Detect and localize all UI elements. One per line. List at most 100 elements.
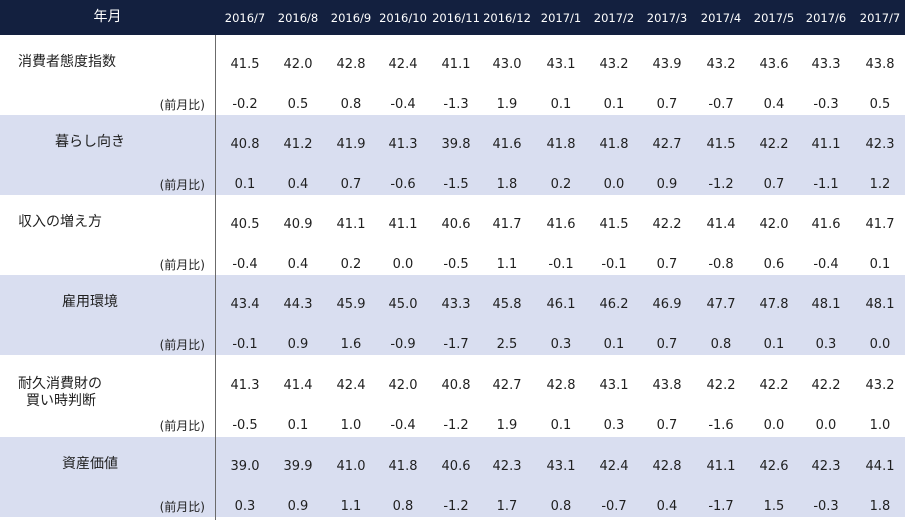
value-cell: 46.2	[599, 297, 629, 312]
column-header: 2016/12	[483, 11, 531, 25]
row-label: 耐久消費財の 買い時判断	[18, 376, 168, 410]
diff-cell: 0.0	[869, 337, 891, 352]
value-cell: 42.8	[546, 378, 576, 393]
value-cell: 41.8	[546, 137, 576, 152]
diff-cell: -1.2	[708, 177, 734, 192]
value-cell: 46.9	[652, 297, 682, 312]
value-cell: 40.6	[441, 217, 471, 232]
diff-cell: -0.1	[548, 257, 574, 272]
diff-cell: 1.8	[496, 177, 518, 192]
column-header: 2016/11	[432, 11, 480, 25]
diff-cell: 1.7	[496, 499, 518, 514]
diff-cell: -0.1	[232, 337, 258, 352]
value-cell: 43.2	[599, 57, 629, 72]
diff-cell: 1.1	[496, 257, 518, 272]
value-cell: 43.9	[652, 57, 682, 72]
value-cell: 39.9	[283, 459, 313, 474]
value-cell: 46.1	[546, 297, 576, 312]
value-cell: 41.1	[336, 217, 366, 232]
value-cell: 42.0	[388, 378, 418, 393]
diff-cell: 0.7	[340, 177, 362, 192]
diff-cell: 1.2	[869, 177, 891, 192]
value-cell: 43.6	[759, 57, 789, 72]
column-header: 2017/3	[646, 11, 688, 25]
row-label-text: 消費者態度指数	[18, 54, 116, 70]
column-header: 2017/4	[700, 11, 742, 25]
row-label-text: 資産価値	[62, 456, 118, 472]
row-label: 収入の増え方	[18, 195, 168, 250]
value-cell: 41.3	[230, 378, 260, 393]
row-label-line: 買い時判断	[26, 393, 96, 409]
diff-cell: 0.0	[392, 257, 414, 272]
value-cell: 41.7	[865, 217, 895, 232]
value-cell: 41.5	[706, 137, 736, 152]
value-cell: 43.3	[811, 57, 841, 72]
value-cell: 45.8	[492, 297, 522, 312]
header-title: 年月	[93, 9, 122, 25]
value-cell: 40.8	[441, 378, 471, 393]
value-cell: 41.6	[546, 217, 576, 232]
column-header: 2017/1	[540, 11, 582, 25]
value-cell: 41.8	[388, 459, 418, 474]
value-cell: 42.3	[492, 459, 522, 474]
value-cell: 41.0	[336, 459, 366, 474]
table-row-group: 暮らし向き (前月比) 40.8 41.2 41.9 41.3 39.8 41.6 41.8 41…	[0, 115, 905, 195]
value-cell: 41.1	[388, 217, 418, 232]
column-divider	[215, 35, 216, 520]
value-cell: 41.1	[811, 137, 841, 152]
diff-cell: 1.0	[340, 418, 362, 433]
sub-label: (前月比)	[159, 258, 205, 272]
diff-cell: -0.6	[390, 177, 416, 192]
diff-cell: 1.1	[340, 499, 362, 514]
sub-label: (前月比)	[159, 98, 205, 112]
value-cell: 42.2	[759, 378, 789, 393]
value-cell: 43.1	[546, 57, 576, 72]
diff-cell: 1.9	[496, 97, 518, 112]
table-row-group: 収入の増え方 (前月比) 40.5 40.9 41.1 41.1 40.6 41.7 41.6 4…	[0, 195, 905, 275]
value-cell: 41.5	[230, 57, 260, 72]
diff-cell: -0.4	[232, 257, 258, 272]
value-cell: 41.8	[599, 137, 629, 152]
value-cell: 43.1	[599, 378, 629, 393]
value-cell: 40.6	[441, 459, 471, 474]
diff-cell: -1.7	[708, 499, 734, 514]
row-label-line: 耐久消費財の	[18, 376, 102, 392]
column-header: 2017/5	[753, 11, 795, 25]
row-label: 消費者態度指数	[18, 35, 168, 90]
value-cell: 42.6	[759, 459, 789, 474]
column-header: 2016/9	[330, 11, 372, 25]
column-header: 2017/7	[859, 11, 901, 25]
diff-cell: -0.9	[390, 337, 416, 352]
diff-cell: 0.5	[869, 97, 891, 112]
diff-cell: 0.0	[763, 418, 785, 433]
diff-cell: 0.3	[234, 499, 256, 514]
column-header: 2016/7	[224, 11, 266, 25]
diff-cell: 1.5	[763, 499, 785, 514]
value-cell: 43.1	[546, 459, 576, 474]
table-row-group: 消費者態度指数 (前月比) 41.5 42.0 42.8 42.4 41.1 43.0 43.1…	[0, 35, 905, 115]
diff-cell: -1.5	[443, 177, 469, 192]
value-cell: 43.8	[865, 57, 895, 72]
value-cell: 42.7	[492, 378, 522, 393]
value-cell: 41.7	[492, 217, 522, 232]
value-cell: 40.8	[230, 137, 260, 152]
diff-cell: -1.7	[443, 337, 469, 352]
diff-cell: 0.4	[656, 499, 678, 514]
diff-cell: 0.7	[763, 177, 785, 192]
sub-label: (前月比)	[159, 178, 205, 192]
value-cell: 42.4	[388, 57, 418, 72]
sub-label: (前月比)	[159, 338, 205, 352]
value-cell: 48.1	[811, 297, 841, 312]
diff-cell: -1.1	[813, 177, 839, 192]
value-cell: 47.7	[706, 297, 736, 312]
value-cell: 42.2	[706, 378, 736, 393]
column-header: 2017/6	[805, 11, 847, 25]
value-cell: 48.1	[865, 297, 895, 312]
diff-cell: -1.2	[443, 499, 469, 514]
value-cell: 44.3	[283, 297, 313, 312]
diff-cell: -0.2	[232, 97, 258, 112]
diff-cell: 0.8	[392, 499, 414, 514]
diff-cell: 0.9	[656, 177, 678, 192]
diff-cell: 0.1	[287, 418, 309, 433]
